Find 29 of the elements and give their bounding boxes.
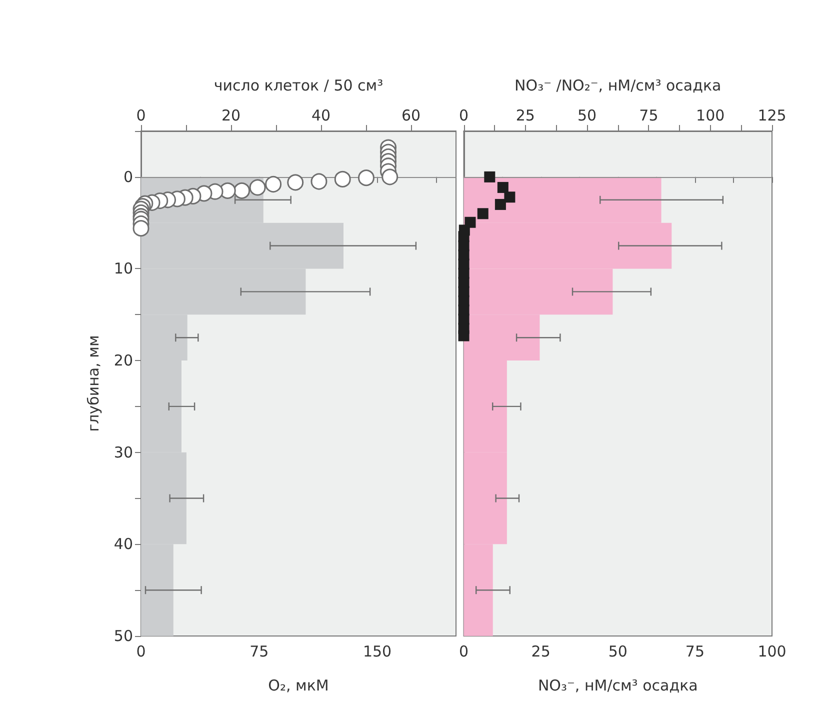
y-tick-label: 10 <box>114 260 133 278</box>
y-tick-label: 30 <box>114 443 133 462</box>
x-tick-label: 50 <box>608 642 628 660</box>
y-tick-label: 0 <box>123 168 133 186</box>
x-tick-label: 75 <box>685 642 704 660</box>
y-tick-label: 50 <box>114 627 133 645</box>
x2-tick-label: 25 <box>516 106 535 124</box>
y-tick-label: 20 <box>114 352 133 370</box>
x2-tick-label: 20 <box>221 106 241 124</box>
x2-axis-title: NO₃⁻ /NO₂⁻, нМ/см³ осадка <box>514 76 722 94</box>
x-tick-label: 0 <box>459 642 469 660</box>
x-tick-label: 0 <box>136 642 146 660</box>
x2-tick-label: 75 <box>639 106 658 124</box>
x-tick-label: 75 <box>250 642 269 660</box>
x2-tick-label: 60 <box>401 106 421 124</box>
y-tick-label: 40 <box>114 535 133 554</box>
x2-tick-label: 125 <box>758 106 786 124</box>
x2-tick-label: 0 <box>459 106 469 124</box>
x-axis-title: NO₃⁻, нМ/см³ осадка <box>538 676 698 694</box>
x2-tick-label: 100 <box>696 106 725 124</box>
y-axis-title: глубина, мм <box>84 335 102 432</box>
x2-axis-title: число клеток / 50 см³ <box>214 76 384 94</box>
x2-tick-label: 0 <box>136 106 146 124</box>
x-tick-label: 100 <box>758 642 786 660</box>
x2-tick-label: 50 <box>578 106 597 124</box>
x2-tick-label: 40 <box>311 106 331 124</box>
x-tick-label: 150 <box>362 642 392 660</box>
x-tick-label: 25 <box>531 642 550 660</box>
x-axis-title: O₂, мкМ <box>268 676 329 694</box>
